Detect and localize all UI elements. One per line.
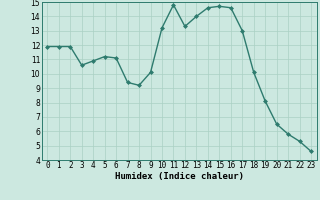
X-axis label: Humidex (Indice chaleur): Humidex (Indice chaleur)	[115, 172, 244, 181]
